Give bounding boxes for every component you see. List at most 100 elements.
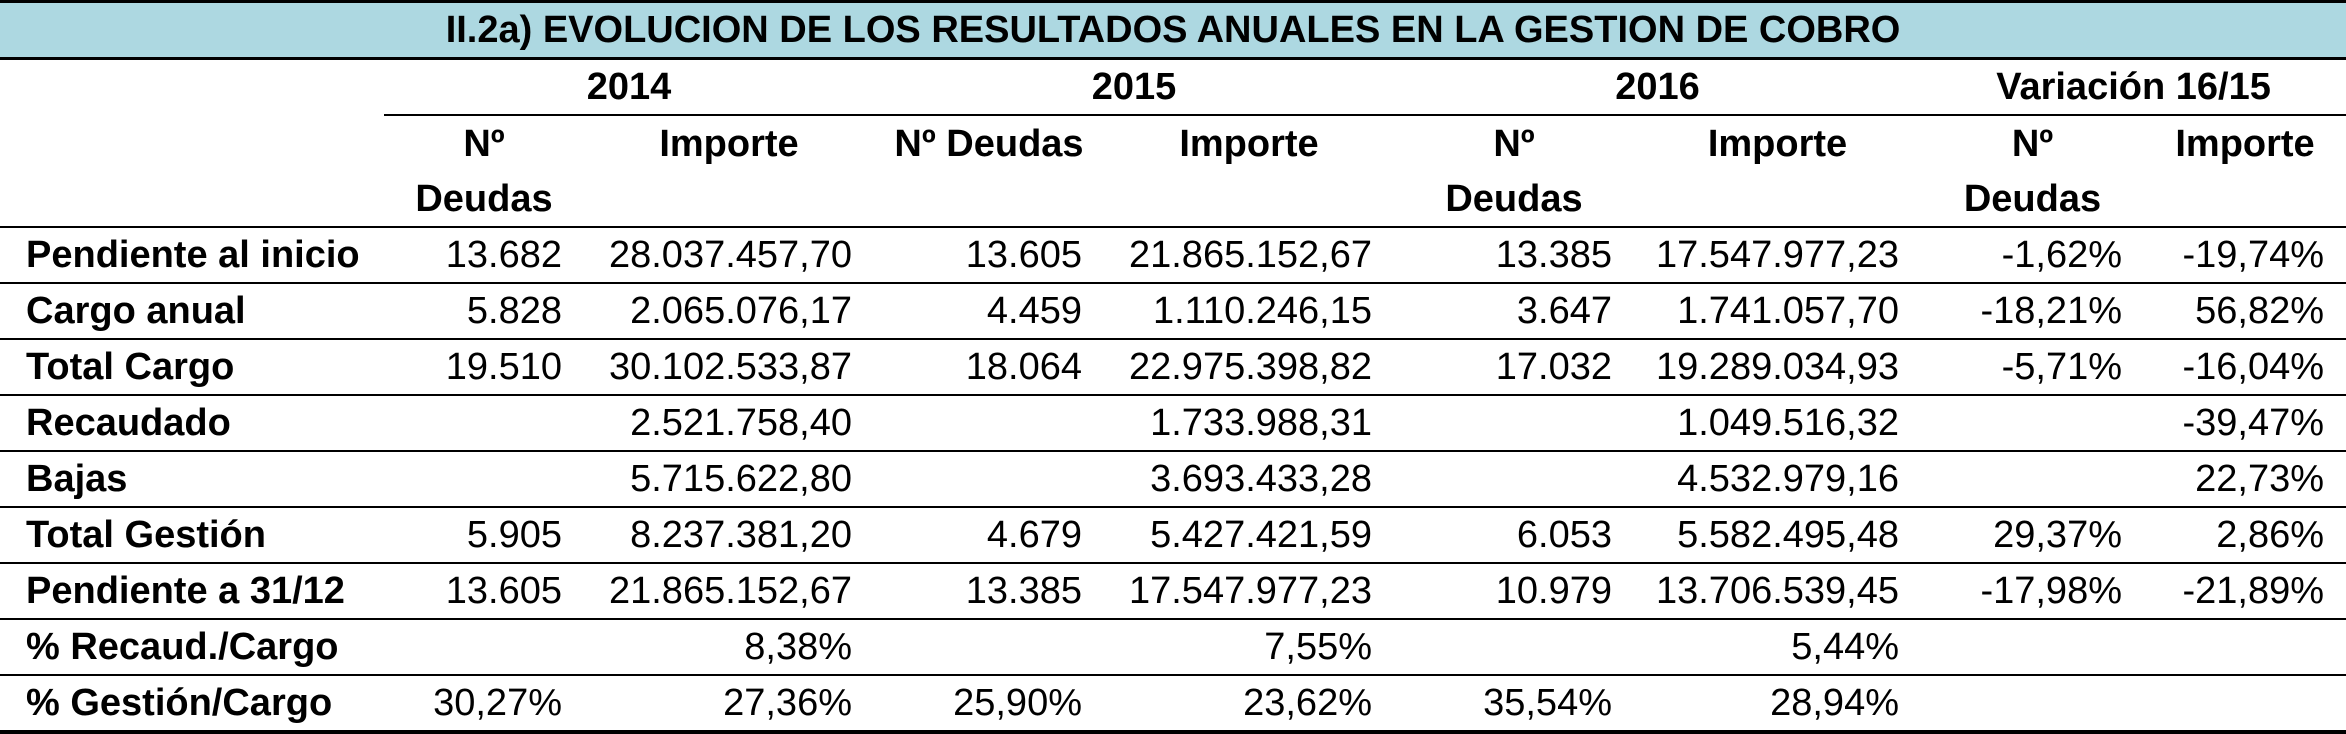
table-title: II.2a) EVOLUCION DE LOS RESULTADOS ANUAL… <box>0 0 2346 60</box>
table-cell: 13.605 <box>384 562 584 619</box>
table-cell <box>874 618 1104 675</box>
table-cell: 56,82% <box>2144 282 2346 339</box>
table-cell: 25,90% <box>874 674 1104 734</box>
col-var-count-header-line2: Deudas <box>1963 178 2102 220</box>
table-cell: 1.049.516,32 <box>1634 394 1921 451</box>
subheader-row-1: Nº Importe Nº Deudas Importe Nº Importe … <box>0 115 2346 172</box>
row-label: Total Gestión <box>0 506 384 563</box>
table-cell: 17.547.977,23 <box>1104 562 1394 619</box>
col-var-count-header: Nº <box>2011 123 2054 165</box>
table-row: Cargo anual 5.828 2.065.076,17 4.459 1.1… <box>0 282 2346 339</box>
row-label: Total Cargo <box>0 338 384 395</box>
table-cell: 29,37% <box>1921 506 2144 563</box>
col-2015-count-header: Nº Deudas <box>894 123 1084 165</box>
table-cell: 18.064 <box>874 338 1104 395</box>
table-cell <box>1921 674 2144 734</box>
table-row: % Recaud./Cargo 8,38% 7,55% 5,44% <box>0 618 2346 675</box>
year-header-row: 2014 2015 2016 Variación 16/15 <box>0 58 2346 116</box>
table-cell: 13.706.539,45 <box>1634 562 1921 619</box>
table-row: Total Cargo 19.510 30.102.533,87 18.064 … <box>0 338 2346 395</box>
table-cell: 30,27% <box>384 674 584 734</box>
table-cell <box>384 450 584 507</box>
title-row: II.2a) EVOLUCION DE LOS RESULTADOS ANUAL… <box>0 0 2346 60</box>
table-cell: 1.733.988,31 <box>1104 394 1394 451</box>
table-cell: 17.032 <box>1394 338 1634 395</box>
table-cell: 4.459 <box>874 282 1104 339</box>
table-cell <box>1921 618 2144 675</box>
row-label: % Recaud./Cargo <box>0 618 384 675</box>
col-2014-count-header-line2: Deudas <box>415 178 553 220</box>
year-2014-header: 2014 <box>384 58 874 116</box>
table-cell: -39,47% <box>2144 394 2346 451</box>
table-row: Pendiente al inicio 13.682 28.037.457,70… <box>0 226 2346 283</box>
table-cell: 13.605 <box>874 226 1104 283</box>
table-cell: 27,36% <box>584 674 874 734</box>
table-cell: 5,44% <box>1634 618 1921 675</box>
table-cell <box>1394 450 1634 507</box>
table-cell: -5,71% <box>1921 338 2144 395</box>
table-cell: 13.682 <box>384 226 584 283</box>
col-2016-count-header-line2: Deudas <box>1445 178 1583 220</box>
table-cell: 4.679 <box>874 506 1104 563</box>
table-cell: 2,86% <box>2144 506 2346 563</box>
col-2014-count-header: Nº <box>463 123 505 165</box>
table-cell: 5.905 <box>384 506 584 563</box>
table-cell: 13.385 <box>1394 226 1634 283</box>
table-cell: 28,94% <box>1634 674 1921 734</box>
table-cell: 3.693.433,28 <box>1104 450 1394 507</box>
table-cell: 22,73% <box>2144 450 2346 507</box>
col-2016-amount-header: Importe <box>1707 123 1848 165</box>
col-2016-count-header: Nº <box>1493 123 1535 165</box>
table-row: Pendiente a 31/12 13.605 21.865.152,67 1… <box>0 562 2346 619</box>
subheader-row-2: Deudas Deudas Deudas <box>0 172 2346 227</box>
year-2016-header: 2016 <box>1394 58 1921 116</box>
table-cell: 4.532.979,16 <box>1634 450 1921 507</box>
table-cell: 7,55% <box>1104 618 1394 675</box>
table-cell: 1.741.057,70 <box>1634 282 1921 339</box>
table-cell: 22.975.398,82 <box>1104 338 1394 395</box>
blank-corner-2 <box>0 115 384 172</box>
table-cell: -16,04% <box>2144 338 2346 395</box>
table-cell: 13.385 <box>874 562 1104 619</box>
table-cell <box>874 394 1104 451</box>
table-row: % Gestión/Cargo 30,27% 27,36% 25,90% 23,… <box>0 674 2346 734</box>
table-cell: 28.037.457,70 <box>584 226 874 283</box>
table-row: Total Gestión 5.905 8.237.381,20 4.679 5… <box>0 506 2346 563</box>
table-cell: 6.053 <box>1394 506 1634 563</box>
table-cell: 5.715.622,80 <box>584 450 874 507</box>
table-cell: -21,89% <box>2144 562 2346 619</box>
table-row: Recaudado 2.521.758,40 1.733.988,31 1.04… <box>0 394 2346 451</box>
table-cell: 23,62% <box>1104 674 1394 734</box>
table-cell <box>874 450 1104 507</box>
variation-header: Variación 16/15 <box>1921 58 2346 116</box>
row-label: Bajas <box>0 450 384 507</box>
blank-corner <box>0 59 384 116</box>
table-cell <box>1394 618 1634 675</box>
table-cell <box>2144 618 2346 675</box>
table-cell: 17.547.977,23 <box>1634 226 1921 283</box>
table-cell: 1.110.246,15 <box>1104 282 1394 339</box>
table-cell: 5.828 <box>384 282 584 339</box>
table-cell: 19.289.034,93 <box>1634 338 1921 395</box>
table-cell: 35,54% <box>1394 674 1634 734</box>
table-cell: 5.582.495,48 <box>1634 506 1921 563</box>
year-2015-header: 2015 <box>874 58 1394 116</box>
table-cell <box>1394 394 1634 451</box>
table-cell: -1,62% <box>1921 226 2144 283</box>
table-cell: 21.865.152,67 <box>584 562 874 619</box>
col-2015-amount-header: Importe <box>1179 123 1319 165</box>
table-cell: -18,21% <box>1921 282 2144 339</box>
col-2014-amount-header: Importe <box>659 123 799 165</box>
table-cell <box>384 394 584 451</box>
table-cell <box>384 618 584 675</box>
table-cell: 2.521.758,40 <box>584 394 874 451</box>
table-cell: 10.979 <box>1394 562 1634 619</box>
table-cell: 30.102.533,87 <box>584 338 874 395</box>
table-cell <box>2144 674 2346 734</box>
row-label: % Gestión/Cargo <box>0 674 384 734</box>
table-cell <box>1921 450 2144 507</box>
table-cell: 3.647 <box>1394 282 1634 339</box>
table-cell <box>1921 394 2144 451</box>
